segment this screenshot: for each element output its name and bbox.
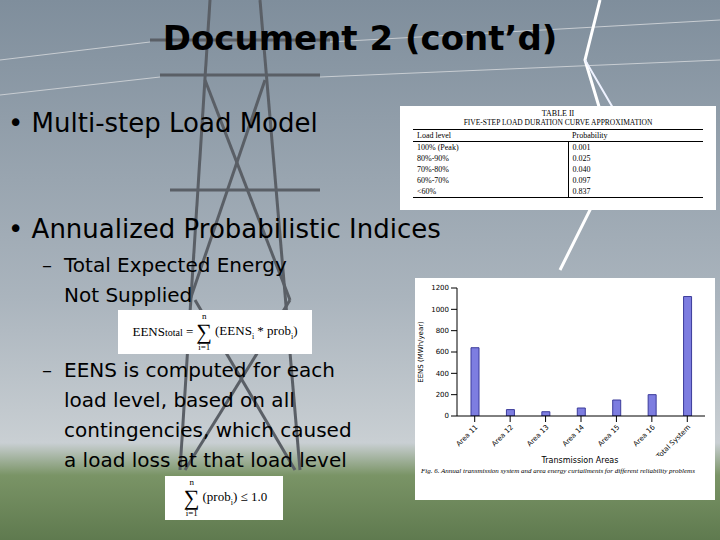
html-text:Fig. 6. Annual transmission sy: Fig. 6. Annual transmission system and a… (421, 467, 695, 475)
svg-text:600: 600 (436, 348, 449, 356)
html-text:Total Expected Energy: Total Expected Energy (64, 253, 287, 277)
svg-text:1000: 1000 (431, 306, 449, 314)
html-text:Transmission Areas: Transmission Areas (541, 456, 619, 465)
html-text:70%-80%: 70%-80% (417, 165, 449, 174)
svg-text:Total System: Total System (654, 423, 692, 456)
html-text:Load level: Load level (417, 131, 451, 140)
svg-text:1200: 1200 (431, 284, 449, 292)
svg-text:0: 0 (445, 412, 449, 420)
html-text:100% (Peak): 100% (Peak) (417, 143, 459, 152)
html-text:(EENSi* probi): (EENSi* probi) (215, 323, 298, 341)
html-text:<60%: <60% (417, 187, 437, 196)
svg-text:EENS (MWh/year): EENS (MWh/year) (417, 321, 425, 383)
html-text:• Annualized Probabilistic Ind: • Annualized Probabilistic Indices (8, 214, 441, 244)
svg-text:Area 14: Area 14 (561, 423, 586, 448)
html-text:n: n (201, 311, 207, 321)
html-text:EENS is computed for each: EENS is computed for each (64, 358, 335, 382)
html-text:• Multi-step Load Model: • Multi-step Load Model (8, 108, 318, 138)
svg-text:800: 800 (436, 327, 449, 335)
svg-text:Area 15: Area 15 (596, 423, 621, 448)
html-text:a load loss at that load level: a load loss at that load level (64, 448, 347, 472)
html-text:FIVE-STEP LOAD DURATION CURVE: FIVE-STEP LOAD DURATION CURVE APPROXIMAT… (463, 118, 653, 127)
svg-text:Area 16: Area 16 (632, 423, 657, 448)
html-text:contingencies, which caused: contingencies, which caused (64, 418, 352, 442)
html-text:n: n (189, 477, 194, 487)
html-text:i=1: i=1 (185, 508, 198, 518)
html-text:0.097: 0.097 (572, 176, 591, 185)
html-text:Probability: Probability (572, 131, 608, 140)
html-text:0.025: 0.025 (572, 154, 591, 163)
html-text:0.837: 0.837 (572, 187, 591, 196)
html-text:i=1: i=1 (198, 342, 211, 352)
html-text:(probi) ≤ 1.0: (probi) ≤ 1.0 (202, 489, 268, 507)
svg-text:200: 200 (436, 391, 449, 399)
html-text:60%-70%: 60%-70% (417, 176, 449, 185)
html-text:Document 2 (cont’d): Document 2 (cont’d) (162, 18, 558, 58)
html-text:EENStotal =: EENStotal = (132, 324, 194, 339)
html-text:Not Supplied: Not Supplied (64, 283, 193, 307)
html-text:80%-90%: 80%-90% (417, 154, 449, 163)
svg-text:Area 11: Area 11 (455, 423, 480, 448)
html-text:load level, based on all: load level, based on all (64, 388, 295, 412)
html-text:0.040: 0.040 (572, 165, 591, 174)
html-text:TABLE II: TABLE II (541, 109, 575, 118)
svg-text:400: 400 (436, 370, 449, 378)
svg-text:Area 13: Area 13 (526, 423, 551, 448)
html-text:0.001: 0.001 (572, 143, 591, 152)
svg-text:Area 12: Area 12 (490, 423, 515, 448)
